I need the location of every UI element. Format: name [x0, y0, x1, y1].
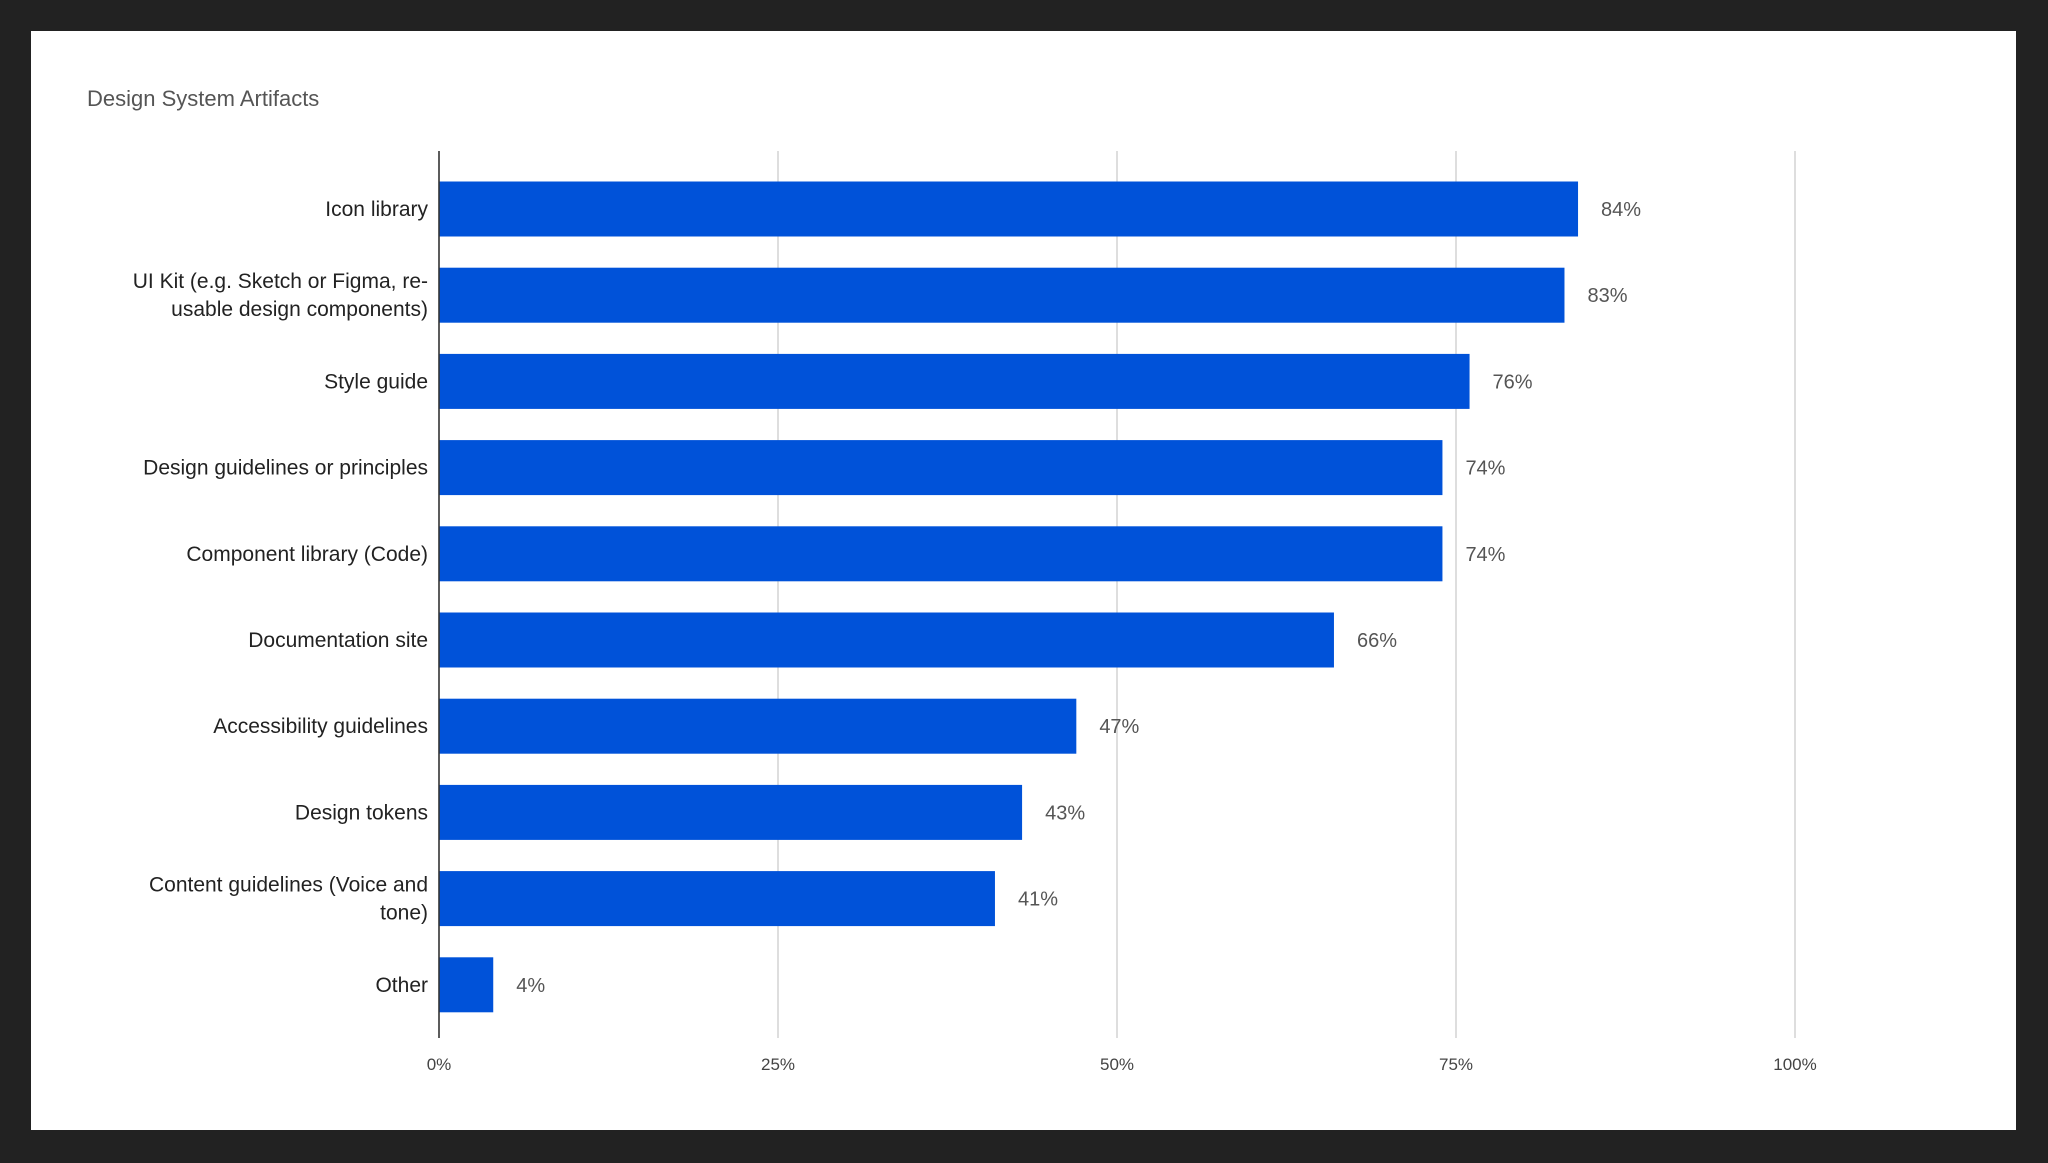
- x-tick-label: 100%: [1773, 1055, 1816, 1074]
- bar: [439, 526, 1443, 582]
- bar: [439, 871, 995, 927]
- bar: [439, 353, 1470, 409]
- bar: [439, 957, 494, 1013]
- data-label: 74%: [1465, 458, 1505, 480]
- category-label: Design tokens: [295, 801, 428, 824]
- bar: [439, 267, 1565, 323]
- bar: [439, 784, 1023, 840]
- category-label: Other: [375, 974, 428, 997]
- category-label: Icon library: [325, 198, 428, 221]
- category-label: Component library (Code): [186, 543, 428, 566]
- data-label: 83%: [1587, 285, 1627, 307]
- category-label: Style guide: [324, 370, 428, 393]
- x-tick-label: 0%: [427, 1055, 452, 1074]
- bar: [439, 698, 1077, 754]
- category-label: tone): [380, 902, 428, 925]
- chart-title: Design System Artifacts: [87, 86, 320, 111]
- data-label: 4%: [516, 975, 545, 997]
- category-label: Design guidelines or principles: [143, 457, 428, 480]
- data-label: 41%: [1018, 889, 1058, 911]
- data-label: 66%: [1357, 630, 1397, 652]
- category-label: Accessibility guidelines: [213, 715, 428, 738]
- category-label: usable design components): [171, 298, 428, 321]
- category-label: Documentation site: [248, 629, 428, 652]
- data-label: 47%: [1099, 716, 1139, 738]
- data-label: 84%: [1601, 199, 1641, 221]
- data-label: 74%: [1465, 544, 1505, 566]
- bar: [439, 440, 1443, 496]
- category-label: Content guidelines (Voice and: [149, 874, 428, 897]
- category-label: UI Kit (e.g. Sketch or Figma, re-: [133, 270, 428, 293]
- data-label: 43%: [1045, 802, 1085, 824]
- bar: [439, 612, 1334, 668]
- x-tick-label: 75%: [1439, 1055, 1473, 1074]
- x-tick-label: 50%: [1100, 1055, 1134, 1074]
- x-tick-label: 25%: [761, 1055, 795, 1074]
- data-label: 76%: [1493, 371, 1533, 393]
- bar: [439, 181, 1579, 237]
